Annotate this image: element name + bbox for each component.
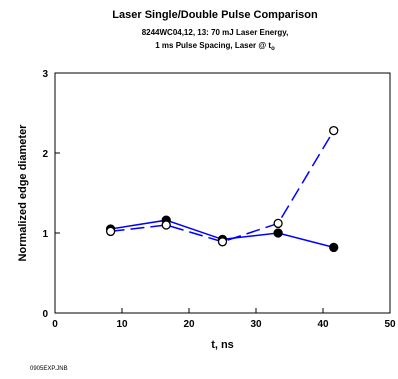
series-1-point <box>329 242 339 253</box>
x-tick-label: 50 <box>384 319 396 330</box>
chart-subtitle-line1: 8244WC04,12, 13: 70 mJ Laser Energy, <box>142 28 289 37</box>
x-tick-label: 40 <box>317 319 329 330</box>
series-2-point <box>329 125 339 136</box>
plot-area: 0 10 20 30 40 50 0 1 2 3 <box>42 69 396 330</box>
y-tick-label: 2 <box>42 149 48 160</box>
y-tick-label: 1 <box>42 229 48 240</box>
series-1-point <box>273 228 283 238</box>
y-tick-label: 0 <box>42 309 48 320</box>
y-tick-label: 3 <box>42 69 48 80</box>
data-series <box>105 125 339 253</box>
chart-subtitle-subscript: o <box>271 46 275 52</box>
chart-subtitle-line2-text: 1 ms Pulse Spacing, Laser @ t <box>155 41 271 50</box>
axis-ticks: 0 10 20 30 40 50 0 1 2 3 <box>42 69 396 330</box>
series-line-2 <box>110 130 335 243</box>
x-tick-label: 0 <box>52 319 58 330</box>
x-tick-label: 10 <box>116 319 128 330</box>
chart-title: Laser Single/Double Pulse Comparison <box>112 9 318 21</box>
series-2-point <box>217 237 228 247</box>
x-tick-label: 20 <box>183 319 195 330</box>
x-tick-label: 30 <box>250 319 262 330</box>
series-2-point <box>161 220 171 230</box>
footnote: 0905EXP.JNB <box>30 366 68 372</box>
chart-subtitle-line2: 1 ms Pulse Spacing, Laser @ to <box>155 41 275 52</box>
plot-frame <box>54 72 391 314</box>
x-axis-label: t, ns <box>211 339 234 351</box>
y-axis-label: Normalized edge diameter <box>17 124 29 262</box>
series-2-point <box>273 218 283 229</box>
series-2-point <box>105 226 116 237</box>
